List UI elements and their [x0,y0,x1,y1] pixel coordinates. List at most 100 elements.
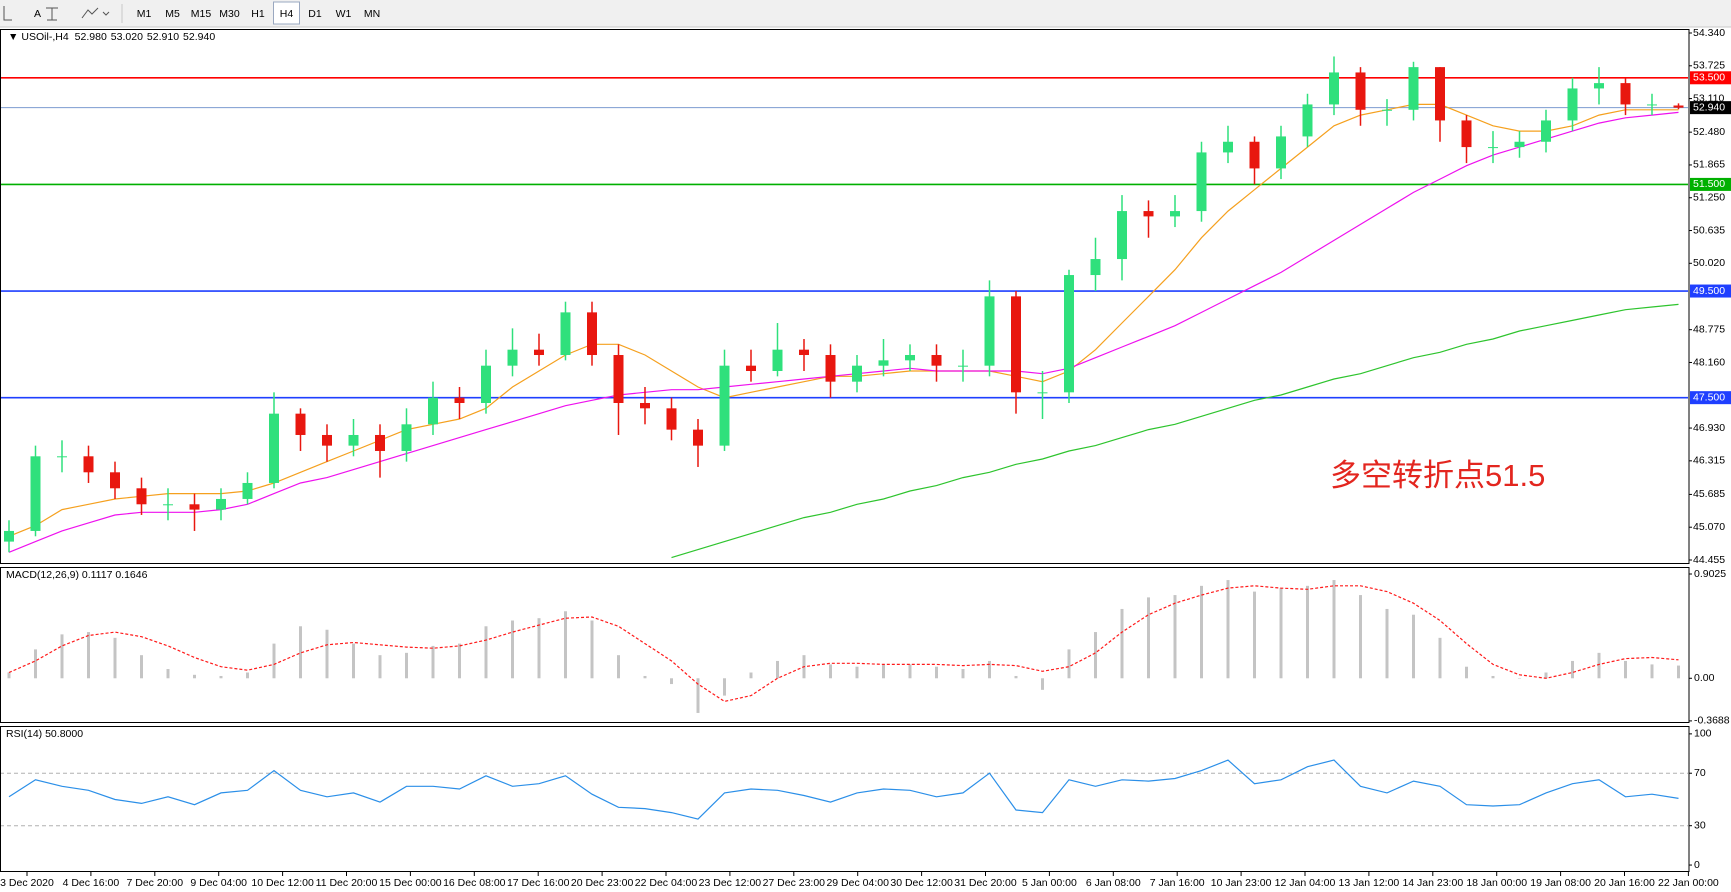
candle-body [322,434,332,446]
macd-bar [1438,637,1442,679]
macd-bar [484,626,488,679]
x-tick-label: 22 Jan 00:00 [1658,877,1719,889]
macd-bar [405,652,408,679]
icon-text-box[interactable] [46,7,58,21]
price-header: ▼ USOil-,H4 52.980 53.020 52.910 52.940 [8,31,215,43]
candle-body [1090,259,1101,276]
timeframe-button[interactable]: M30 [219,8,240,20]
y-tick-label: 46.315 [1693,455,1725,467]
indicator-line [8,103,1679,537]
x-tick-label: 17 Dec 16:00 [507,877,570,889]
timeframe-button[interactable]: H4 [280,8,294,20]
header-arrow: ▼ [8,31,18,43]
candle-body [852,365,862,382]
x-tick-label: 15 Dec 00:00 [379,877,442,889]
macd-bar [1253,591,1256,679]
macd-bar [1624,660,1627,679]
low: 52.910 [147,31,179,43]
candle-body [1594,83,1604,89]
y-tick-label: 54.340 [1693,27,1725,39]
candle-body [1037,392,1048,394]
candle-body [269,413,279,483]
macd-bar [378,655,382,679]
y-tick-label: 44.455 [1693,554,1725,566]
candle-body [428,397,438,425]
timeframe-button[interactable]: W1 [336,8,352,20]
macd-bar [1041,678,1044,690]
text-tool[interactable]: A [34,8,41,20]
x-tick-label: 13 Jan 12:00 [1339,877,1400,889]
candle-body [1223,141,1233,153]
y-tick-label: 53.725 [1693,60,1725,72]
y-tick-label: 0.00 [1694,672,1715,684]
macd-bar [246,672,249,679]
candle-body [1488,147,1498,149]
x-tick-label: 29 Dec 04:00 [826,877,889,889]
annotation: 多空转折点51.5 [1330,458,1545,493]
macd-bar [1650,664,1654,679]
macd-bar [1332,580,1336,679]
candle-body [1382,109,1392,111]
y-tick-label: 46.930 [1693,422,1725,434]
candle-body [1567,88,1578,121]
timeframe-button[interactable]: MN [364,8,380,20]
macd-bar [60,634,64,679]
level-label-bg [1690,101,1731,115]
candle-body [163,504,173,506]
macd-bar [537,618,541,679]
candle-body [375,434,385,451]
candle-body [772,349,783,372]
x-tick-label: 30 Dec 12:00 [890,877,953,889]
candle-body [1143,211,1154,217]
timeframe-button[interactable]: H1 [251,8,265,20]
x-tick-label: 20 Jan 16:00 [1594,877,1655,889]
timeframe-button[interactable]: M15 [191,8,212,20]
macd-bar [643,675,647,679]
macd-bar [1465,666,1468,679]
macd-bar [1518,678,1521,679]
candle-body [1276,136,1286,169]
y-tick-label: 51.865 [1693,159,1725,171]
x-tick-label: 9 Dec 04:00 [190,877,247,889]
timeframe-button[interactable]: M1 [137,8,152,20]
icon-shapes[interactable] [81,7,99,19]
macd-bar [723,678,726,696]
candle-body [1514,141,1525,148]
macd-bar [431,645,435,679]
macd-bar [617,655,620,679]
indicator-line [8,585,1679,703]
icon-dropdown[interactable] [102,11,110,16]
y-tick-label: 51.250 [1693,192,1725,204]
macd-bar [564,611,567,679]
y-tick-label: 48.160 [1693,356,1725,368]
x-tick-label: 20 Dec 23:00 [571,877,634,889]
x-tick-label: 18 Jan 00:00 [1466,877,1527,889]
timeframe-button[interactable]: D1 [308,8,322,20]
candle-body [1435,67,1445,121]
panel-frame [0,567,1690,723]
candle-body [1408,67,1419,110]
macd-bar [1094,632,1097,679]
macd-bar [670,678,673,685]
macd-bar [458,643,461,679]
macd-bar [87,632,90,679]
candle-body [799,349,809,356]
level-label: 49.500 [1693,285,1725,297]
timeframe-button[interactable]: M5 [165,8,180,20]
candle-body [1117,211,1127,260]
level-label: 51.500 [1693,178,1725,190]
level-label-bg [1690,177,1731,191]
candle-body [30,456,41,531]
y-tick-label: 52.480 [1693,126,1725,138]
open: 52.980 [75,31,107,43]
macd-bar [590,620,594,679]
x-tick-label: 16 Dec 08:00 [443,877,506,889]
macd-bar [113,637,117,679]
candle-body [931,355,942,366]
x-tick-label: 31 Dec 20:00 [954,877,1017,889]
high: 53.020 [111,31,143,43]
macd-bar [776,660,779,679]
candle-body [613,355,624,403]
